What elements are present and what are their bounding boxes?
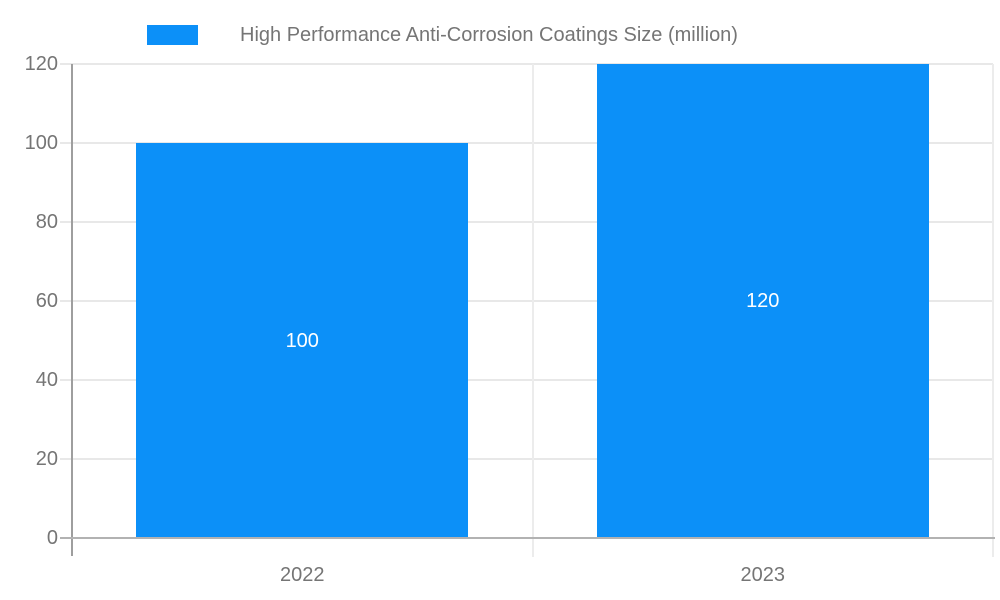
boundary-gridline [531,64,534,538]
gridline [60,221,993,223]
y-tick-label: 0 [46,527,58,549]
gridline [60,63,993,65]
y-tick-label: 80 [35,211,58,233]
y-axis-line [71,64,73,556]
x-boundary-tick [531,539,534,557]
bar-value-label: 120 [746,290,780,312]
y-tick-label: 40 [35,369,58,391]
y-tick-label: 60 [35,290,58,312]
x-tick-label: 2023 [740,564,786,586]
legend-swatch[interactable] [147,25,198,45]
y-tick-label: 20 [35,448,58,470]
chart-title: High Performance Anti-Corrosion Coatings… [240,24,738,46]
boundary-gridline [992,64,994,538]
legend: High Performance Anti-Corrosion Coatings… [147,25,738,45]
y-tick-label: 120 [24,53,58,75]
x-tick-label: 2022 [280,564,325,586]
gridline [60,142,993,144]
bar-2023[interactable] [596,64,929,538]
y-tick-label: 100 [24,132,58,154]
bar-2022[interactable] [136,143,469,538]
gridline [60,379,993,381]
x-boundary-tick [992,539,994,557]
bar-value-label: 100 [285,329,319,352]
gridline [60,300,993,302]
x-axis-line [60,537,995,539]
gridline [60,458,993,460]
